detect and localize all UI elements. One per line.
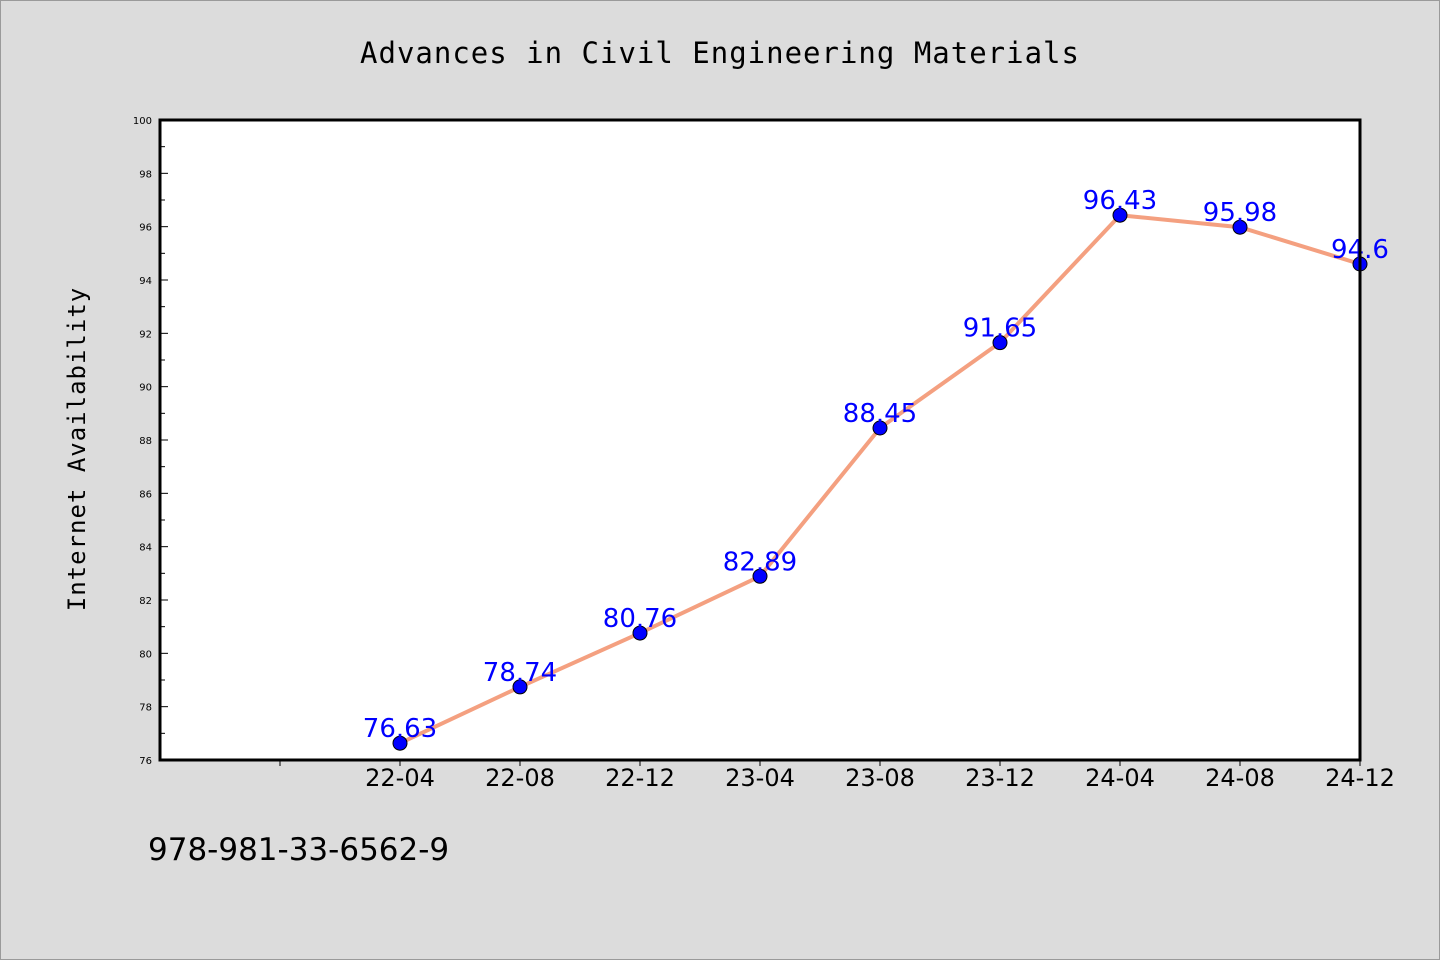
chart-title: Advances in Civil Engineering Materials <box>360 36 1080 70</box>
data-label: 91.65 <box>963 314 1037 344</box>
data-label: 96.43 <box>1083 186 1157 216</box>
x-tick-label: 24-04 <box>1085 764 1155 792</box>
y-tick-label: 100 <box>133 116 152 127</box>
y-tick-label: 86 <box>139 489 152 500</box>
x-axis-ticks: 22-04 22-08 22-12 23-04 23-08 23-12 24-04 24-08… <box>279 760 1395 792</box>
y-tick-label: 82 <box>139 596 152 607</box>
y-tick-label: 88 <box>139 436 152 447</box>
data-point-marker <box>392 735 408 751</box>
data-point-marker <box>992 335 1008 351</box>
x-tick-label: 23-12 <box>965 764 1035 792</box>
data-point-marker <box>1232 219 1248 235</box>
x-tick-label: 23-08 <box>845 764 915 792</box>
isbn-footnote: 978-981-33-6562-9 <box>148 832 450 868</box>
x-tick-label: 23-04 <box>725 764 795 792</box>
x-tick-label: 22-04 <box>365 764 435 792</box>
data-label-group: 76.63 78.74 80.76 82.89 88.45 91.65 96.43 95.98… <box>363 186 1389 744</box>
plot-area <box>160 120 1360 760</box>
data-point-marker <box>752 568 768 584</box>
y-tick-label: 76 <box>139 756 152 767</box>
y-tick-label: 84 <box>139 543 152 554</box>
x-tick-label: 22-12 <box>605 764 675 792</box>
x-tick-label: 24-08 <box>1205 764 1275 792</box>
data-label: 78.74 <box>483 658 557 688</box>
data-label: 80.76 <box>603 604 677 634</box>
y-tick-label: 96 <box>139 223 152 234</box>
y-tick-label: 98 <box>139 169 152 180</box>
y-tick-label: 80 <box>139 649 152 660</box>
marker-group <box>392 207 1368 751</box>
x-tick-label: 22-08 <box>485 764 555 792</box>
data-point-marker <box>512 679 528 695</box>
y-tick-label: 94 <box>139 276 152 287</box>
data-point-marker <box>872 420 888 436</box>
plot-border <box>158 118 1362 762</box>
y-tick-label: 78 <box>139 703 152 714</box>
data-point-marker <box>632 625 648 641</box>
data-label: 95.98 <box>1203 198 1277 228</box>
y-tick-label: 92 <box>139 329 152 340</box>
x-tick-label: 24-12 <box>1325 764 1395 792</box>
y-axis-ticks: 76 78 80 82 84 86 88 90 92 94 96 98 100 <box>133 116 168 767</box>
data-label: 76.63 <box>363 714 437 744</box>
y-axis-label: Internet Availability <box>63 287 91 611</box>
data-point-marker <box>1112 207 1128 223</box>
data-label: 88.45 <box>843 399 917 429</box>
data-label: 82.89 <box>723 547 797 577</box>
y-tick-label: 90 <box>139 383 152 394</box>
